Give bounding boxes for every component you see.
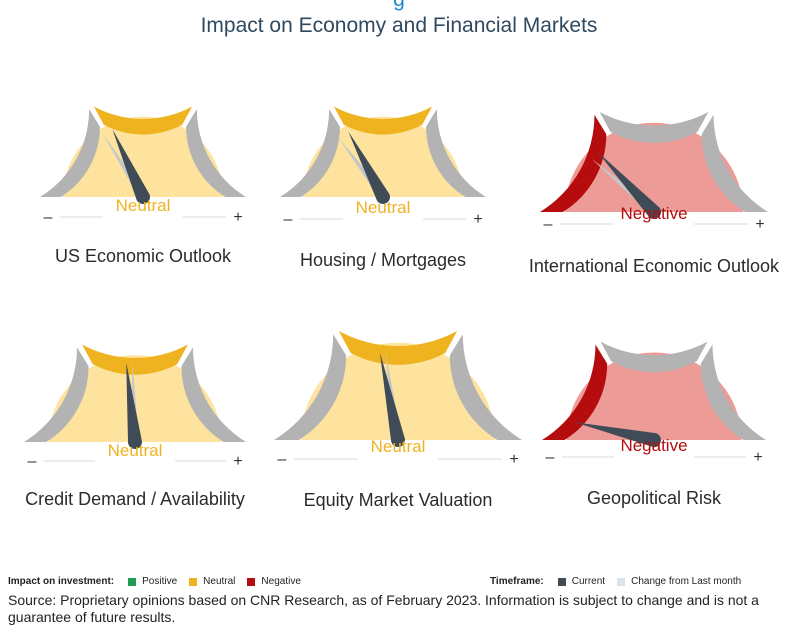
minus-sign: – (44, 209, 53, 226)
needle-current (112, 129, 150, 204)
needle-current (348, 131, 390, 204)
gauge-segment-middle (338, 331, 458, 365)
timeframe-legend: Timeframe: Current Change from Last mont… (490, 576, 753, 587)
plus-sign: + (233, 209, 242, 226)
gauge-face (566, 352, 742, 440)
minus-sign: – (278, 451, 287, 468)
gauge-segment-right (700, 344, 766, 440)
gauge-status: Neutral (107, 441, 163, 460)
gauge-segment-right (701, 114, 768, 212)
gauge-face (300, 342, 496, 440)
gauge-face (62, 116, 224, 197)
minus-sign: – (284, 211, 293, 228)
impact-legend: Impact on investment: Positive Neutral N… (8, 576, 313, 587)
plus-sign: + (755, 216, 764, 233)
gauge-segment-middle (333, 106, 433, 135)
legend-item-current: Current (557, 576, 606, 587)
gauges-svg: – + – + – + – + – + – + (24, 106, 768, 470)
gauge-label: US Economic Outlook (54, 246, 232, 266)
minus-sign: – (544, 216, 553, 233)
chart-title: Impact on Economy and Financial Markets (200, 14, 598, 37)
legend-change-label: Change from Last month (631, 576, 742, 587)
negative-swatch (247, 577, 256, 586)
gauge-segment-left (280, 109, 340, 197)
gauge-label: Housing / Mortgages (299, 250, 467, 270)
plus-sign: + (509, 451, 518, 468)
gauge-segment-left (24, 347, 89, 442)
gauge-status: Negative (620, 204, 688, 223)
legend-current-label: Current (571, 576, 606, 587)
plus-sign: + (753, 449, 762, 466)
gauge-segment-left (40, 109, 100, 197)
needle-current (575, 422, 661, 447)
plus-sign: + (473, 211, 482, 228)
gauge-segment-middle (600, 341, 708, 373)
gauge-segment-right (181, 347, 246, 442)
gauge-status: Neutral (355, 198, 411, 217)
gauge-segment-right (449, 334, 522, 440)
minus-sign: – (546, 449, 555, 466)
source-note: Source: Proprietary opinions based on CN… (8, 592, 759, 625)
needle-current (379, 352, 405, 448)
legend-item-change: Change from Last month (617, 576, 741, 587)
gauge-segment-middle (599, 111, 709, 143)
title-partial: g (0, 0, 798, 12)
impact-legend-label: Impact on investment: (8, 576, 115, 587)
gauge-segment-middle (82, 344, 188, 375)
gauge-label: Credit Demand / Availability (25, 489, 245, 509)
gauge-face (564, 122, 744, 212)
gauge-segment-left (540, 114, 607, 212)
current-swatch (557, 577, 566, 586)
gauge-label: International Economic Outlook (528, 256, 780, 276)
minus-sign: – (28, 453, 37, 470)
plus-sign: + (233, 453, 242, 470)
change-swatch (617, 577, 626, 586)
gauge-label: Equity Market Valuation (303, 490, 493, 510)
positive-swatch (128, 577, 137, 586)
gauge-status: Neutral (370, 437, 426, 456)
gauge-face (302, 116, 464, 197)
legend-item-neutral: Neutral (189, 576, 235, 587)
gauge-status: Negative (620, 436, 688, 455)
gauge-segment-middle (93, 106, 193, 135)
gauge-segment-right (426, 109, 486, 197)
gauge-segment-left (542, 344, 608, 440)
gauge-segment-left (274, 334, 347, 440)
gauge-segment-right (186, 109, 246, 197)
legend-item-negative: Negative (247, 576, 301, 587)
legend-negative-label: Negative (261, 576, 301, 587)
gauge-label: Geopolitical Risk (586, 488, 722, 508)
timeframe-legend-label: Timeframe: (490, 576, 544, 587)
neutral-swatch (189, 577, 198, 586)
needle-current (126, 362, 142, 449)
legend-neutral-label: Neutral (203, 576, 236, 587)
legend-positive-label: Positive (142, 576, 178, 587)
gauge-status: Neutral (115, 196, 171, 215)
needle-current (597, 152, 662, 220)
legend-item-positive: Positive (128, 576, 177, 587)
